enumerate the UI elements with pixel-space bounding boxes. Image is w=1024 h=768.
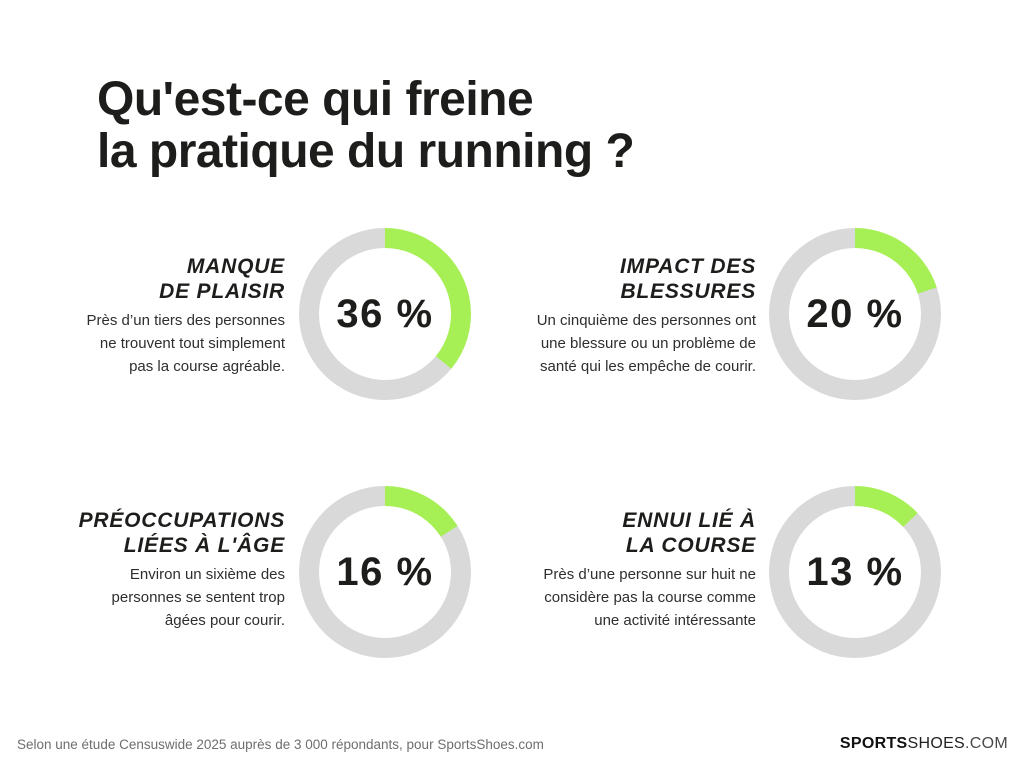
stat-heading: ENNUI LIÉ À LA COURSE — [506, 508, 756, 558]
stat-heading-line1: MANQUE — [186, 255, 285, 278]
donut-chart-manque-de-plaisir: 36 % — [299, 228, 471, 400]
donut-percent-label: 16 % — [336, 549, 434, 594]
stat-description-line2: considère pas la course comme — [544, 589, 756, 606]
stat-heading-line2: DE PLAISIR — [159, 280, 285, 303]
stat-description: Un cinquième des personnes ont une bless… — [506, 309, 756, 378]
stat-description-line3: santé qui les empêche de courir. — [540, 358, 756, 375]
stat-heading: PRÉOCCUPATIONS LIÉES À L'ÂGE — [35, 508, 285, 558]
stat-heading-line1: IMPACT DES — [620, 255, 756, 278]
stat-heading-line1: PRÉOCCUPATIONS — [78, 509, 285, 532]
card-preoccupations-age-text: PRÉOCCUPATIONS LIÉES À L'ÂGE Environ un … — [35, 508, 285, 632]
donut-chart-ennui-course: 13 % — [769, 486, 941, 658]
stat-description: Près d’un tiers des personnes ne trouven… — [35, 309, 285, 378]
stat-heading-line2: BLESSURES — [620, 280, 756, 303]
donut-percent-label: 36 % — [336, 291, 434, 336]
page-title-line2: la pratique du running ? — [97, 125, 635, 178]
donut-chart-preoccupations-age: 16 % — [299, 486, 471, 658]
donut-percent-label: 13 % — [806, 549, 904, 594]
page-title-line1: Qu'est-ce qui freine — [97, 73, 534, 126]
stat-description-line3: une activité intéressante — [594, 612, 756, 629]
page-title: Qu'est-ce qui freine la pratique du runn… — [97, 73, 635, 178]
donut-hole: 20 % — [789, 248, 921, 380]
stat-description-line1: Près d’une personne sur huit ne — [543, 566, 756, 583]
stat-heading-line2: LIÉES À L'ÂGE — [123, 534, 285, 557]
source-attribution: Selon une étude Censuswide 2025 auprès d… — [17, 737, 544, 752]
stat-description: Près d’une personne sur huit ne considèr… — [506, 563, 756, 632]
stat-heading: IMPACT DES BLESSURES — [506, 254, 756, 304]
donut-percent-label: 20 % — [806, 291, 904, 336]
stat-heading-line1: ENNUI LIÉ À — [622, 509, 756, 532]
card-ennui-course-text: ENNUI LIÉ À LA COURSE Près d’une personn… — [506, 508, 756, 632]
stat-description-line2: personnes se sentent trop — [111, 589, 285, 606]
logo-text-com: .COM — [965, 735, 1008, 752]
logo-text-sports: SPORTS — [839, 735, 908, 752]
stat-description-line3: âgées pour courir. — [164, 612, 285, 629]
card-manque-de-plaisir-text: MANQUE DE PLAISIR Près d’un tiers des pe… — [35, 254, 285, 378]
stat-description-line2: ne trouvent tout simplement — [99, 335, 285, 352]
donut-hole: 16 % — [319, 506, 451, 638]
stat-description-line1: Environ un sixième des — [129, 566, 285, 583]
donut-chart-impact-blessures: 20 % — [769, 228, 941, 400]
donut-hole: 13 % — [789, 506, 921, 638]
logo-text-shoes: SHOES — [907, 735, 966, 752]
card-impact-blessures-text: IMPACT DES BLESSURES Un cinquième des pe… — [506, 254, 756, 378]
stat-description-line1: Un cinquième des personnes ont — [536, 312, 756, 329]
stat-heading-line2: LA COURSE — [625, 534, 756, 557]
donut-hole: 36 % — [319, 248, 451, 380]
stat-description-line1: Près d’un tiers des personnes — [86, 312, 285, 329]
stat-description-line2: une blessure ou un problème de — [540, 335, 756, 352]
stat-description: Environ un sixième des personnes se sent… — [35, 563, 285, 632]
stat-description-line3: pas la course agréable. — [129, 358, 285, 375]
sportsshoes-logo: SPORTSSHOES.COM — [840, 735, 1008, 753]
stat-heading: MANQUE DE PLAISIR — [35, 254, 285, 304]
